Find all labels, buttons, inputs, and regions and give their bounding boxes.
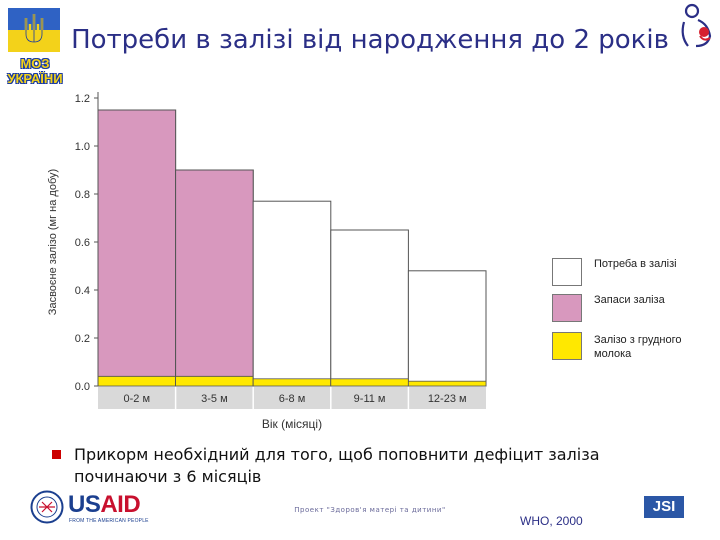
bar-need <box>252 200 332 387</box>
bullet-marker <box>52 450 61 459</box>
x-axis-label: Вік (місяці) <box>262 417 322 431</box>
mother-child-icon <box>681 3 712 48</box>
page-title: Потреби в залізі від народження до 2 рок… <box>71 25 669 55</box>
y-tick-label: 0.4 <box>75 285 90 297</box>
y-axis-label: Засвоєне залізо (мг на добу) <box>47 169 59 315</box>
trident-icon <box>24 14 44 44</box>
legend-label-stores: Запаси заліза <box>594 294 665 306</box>
usaid-aid: AID <box>100 491 141 518</box>
project-name: Проект "Здоров'я матері та дитини" <box>294 506 446 514</box>
moz-line-1: МОЗ <box>20 56 50 71</box>
y-tick-label: 0.2 <box>75 333 90 345</box>
iron-needs-chart: 0.0 0.2 0.4 0.6 0.8 1.0 1.2 0-2 м 3-5 м 6-8 м 9-11… <box>47 92 487 431</box>
bar-milk <box>175 375 254 387</box>
bullet-text: Прикорм необхідний для того, щоб поповни… <box>74 445 600 486</box>
y-tick-label: 1.2 <box>75 93 90 105</box>
bar-milk <box>97 375 176 387</box>
usaid-us: US <box>68 491 101 518</box>
x-tick-label: 3-5 м <box>201 393 228 405</box>
usaid-tagline: FROM THE AMERICAN PEOPLE <box>69 518 149 524</box>
x-category-band <box>98 387 486 409</box>
y-tick-label: 0.0 <box>75 381 90 393</box>
x-tick-label: 12-23 м <box>428 393 467 405</box>
legend-swatch-stores <box>552 294 582 322</box>
bar-milk <box>407 380 487 387</box>
moz-line-2: УКРАЇНИ <box>7 71 63 86</box>
y-tick-label: 0.8 <box>75 189 90 201</box>
legend-label-need: Потреба в залізі <box>594 258 677 270</box>
y-tick-label: 1.0 <box>75 141 90 153</box>
x-tick-label: 0-2 м <box>124 393 151 405</box>
legend-swatch-milk <box>552 332 582 360</box>
bar-milk <box>252 378 332 387</box>
jsi-logo: JSI <box>644 496 684 518</box>
bar-need <box>407 270 487 387</box>
bar-stores <box>97 109 177 377</box>
y-tick-label: 0.6 <box>75 237 90 249</box>
usaid-seal-icon <box>30 490 64 524</box>
x-tick-label: 6-8 м <box>279 393 306 405</box>
moz-logo-text: МОЗ УКРАЇНИ <box>2 56 68 86</box>
legend-swatch-need <box>552 258 582 286</box>
bar-stores <box>175 169 254 377</box>
x-tick-label: 9-11 м <box>354 393 386 405</box>
bar-need <box>330 229 409 387</box>
legend-label-milk: Залізо з грудного молока <box>594 334 682 360</box>
bar-milk <box>330 378 409 387</box>
usaid-logo: USAID <box>68 491 141 518</box>
moz-ukraine-logo: МОЗ УКРАЇНИ <box>2 4 68 96</box>
source-note: WHO, 2000 <box>520 514 583 528</box>
